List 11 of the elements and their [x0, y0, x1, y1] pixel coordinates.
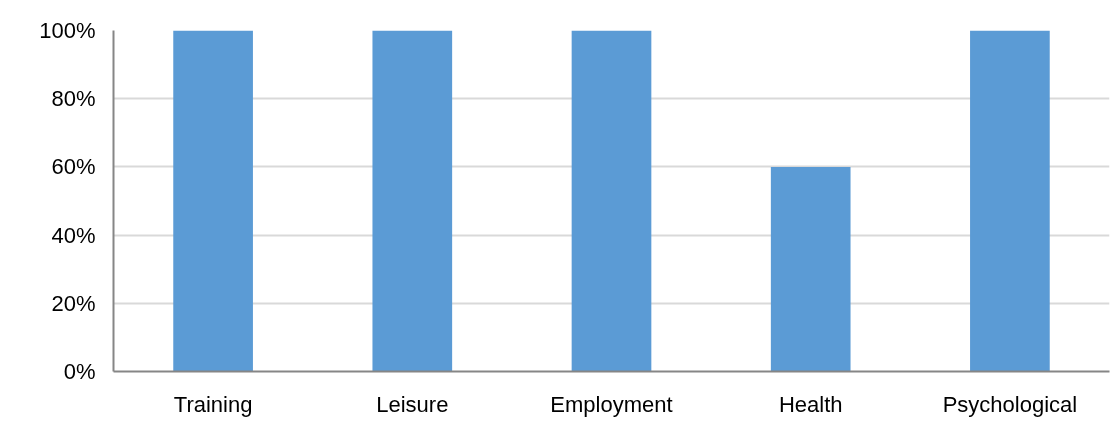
y-tick-label: 80%	[51, 86, 96, 112]
y-tick-label: 100%	[39, 18, 96, 43]
x-tick-label: Health	[778, 391, 843, 417]
y-tick-label: 20%	[51, 290, 96, 316]
y-tick-label: 0%	[63, 359, 96, 384]
x-tick-label: Psychological	[942, 391, 1078, 417]
y-tick-label: 60%	[51, 154, 96, 180]
x-tick-label: Training	[173, 391, 253, 417]
x-tick-label: Employment	[550, 391, 673, 417]
x-tick-label: Leisure	[376, 391, 449, 417]
y-tick-label: 40%	[51, 222, 96, 248]
